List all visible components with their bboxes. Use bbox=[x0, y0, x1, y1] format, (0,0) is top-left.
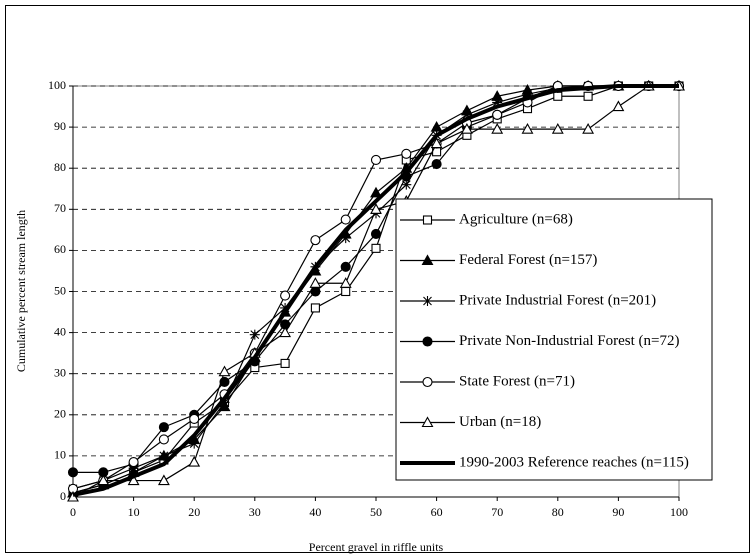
legend-label: Private Non-Industrial Forest (n=72) bbox=[459, 333, 680, 349]
marker bbox=[460, 123, 473, 134]
y-tick-label: 60 bbox=[54, 242, 66, 256]
marker bbox=[370, 186, 382, 198]
y-axis-title: Cumulative percent stream length bbox=[14, 210, 28, 372]
y-tick-label: 10 bbox=[54, 448, 66, 462]
marker bbox=[422, 215, 433, 225]
marker bbox=[158, 450, 169, 461]
marker bbox=[127, 474, 140, 486]
legend-label: State Forest (n=71) bbox=[459, 373, 575, 389]
marker bbox=[340, 233, 351, 244]
y-tick-label: 0 bbox=[60, 489, 66, 503]
x-axis-title: Percent gravel in riffle units bbox=[309, 540, 444, 554]
marker bbox=[401, 179, 412, 190]
x-tick-label: 80 bbox=[552, 505, 564, 519]
marker bbox=[249, 329, 260, 340]
marker bbox=[521, 123, 534, 134]
marker bbox=[280, 290, 291, 301]
marker bbox=[491, 123, 504, 134]
marker bbox=[551, 123, 564, 134]
legend-label: Urban (n=18) bbox=[459, 414, 541, 430]
marker bbox=[340, 214, 351, 225]
y-tick-label: 70 bbox=[54, 201, 66, 215]
marker bbox=[309, 277, 322, 288]
legend-label: 1990-2003 Reference reaches (n=115) bbox=[459, 454, 689, 470]
y-tick-label: 50 bbox=[54, 283, 66, 297]
marker bbox=[188, 455, 201, 467]
marker bbox=[280, 358, 290, 368]
marker bbox=[371, 243, 381, 253]
marker bbox=[612, 100, 625, 112]
marker bbox=[189, 413, 200, 424]
legend: Agriculture (n=68) Federal Forest (n=157)… bbox=[395, 198, 713, 481]
marker bbox=[421, 416, 434, 428]
marker bbox=[279, 326, 292, 338]
x-tick-label: 0 bbox=[70, 505, 76, 519]
series-line bbox=[72, 84, 679, 497]
x-tick-label: 60 bbox=[431, 505, 443, 519]
marker bbox=[422, 336, 433, 347]
marker bbox=[492, 109, 503, 120]
y-tick-label: 100 bbox=[48, 78, 66, 92]
marker bbox=[401, 148, 412, 159]
x-tick-label: 90 bbox=[612, 505, 624, 519]
marker bbox=[583, 91, 593, 101]
marker bbox=[370, 228, 382, 240]
legend-label: Agriculture (n=68) bbox=[459, 211, 573, 227]
marker bbox=[67, 490, 79, 502]
marker bbox=[461, 109, 472, 120]
marker bbox=[492, 97, 503, 108]
legend-box bbox=[395, 198, 713, 481]
y-tick-label: 20 bbox=[54, 407, 66, 421]
legend-label: Federal Forest (n=157) bbox=[459, 252, 597, 268]
marker bbox=[582, 123, 595, 134]
marker bbox=[431, 159, 442, 170]
marker bbox=[67, 467, 79, 478]
marker bbox=[128, 457, 139, 468]
x-tick-label: 100 bbox=[670, 505, 688, 519]
x-tick-label: 30 bbox=[249, 505, 261, 519]
marker bbox=[370, 203, 382, 214]
marker bbox=[340, 261, 351, 272]
x-tick-label: 70 bbox=[491, 505, 503, 519]
y-tick-label: 40 bbox=[54, 324, 66, 338]
marker bbox=[158, 434, 169, 445]
marker bbox=[310, 303, 320, 313]
marker bbox=[219, 397, 230, 408]
marker bbox=[430, 137, 443, 149]
marker bbox=[158, 422, 169, 433]
marker bbox=[218, 365, 231, 377]
marker bbox=[370, 154, 382, 166]
y-tick-label: 30 bbox=[54, 365, 66, 379]
marker bbox=[421, 254, 434, 266]
x-tick-label: 40 bbox=[309, 505, 321, 519]
y-tick-label: 90 bbox=[54, 119, 66, 133]
legend-label: Private Industrial Forest (n=201) bbox=[459, 292, 656, 308]
marker bbox=[280, 302, 291, 313]
marker bbox=[310, 235, 321, 246]
x-tick-label: 10 bbox=[128, 505, 140, 519]
series bbox=[72, 84, 679, 497]
marker bbox=[189, 438, 200, 449]
marker bbox=[339, 277, 352, 288]
marker bbox=[422, 376, 433, 388]
marker bbox=[341, 286, 351, 297]
y-tick-label: 80 bbox=[54, 160, 66, 174]
marker bbox=[157, 474, 170, 486]
marker bbox=[97, 474, 110, 486]
x-tick-label: 20 bbox=[188, 505, 200, 519]
marker bbox=[553, 91, 563, 101]
x-tick-label: 50 bbox=[370, 505, 382, 519]
marker bbox=[422, 296, 433, 306]
